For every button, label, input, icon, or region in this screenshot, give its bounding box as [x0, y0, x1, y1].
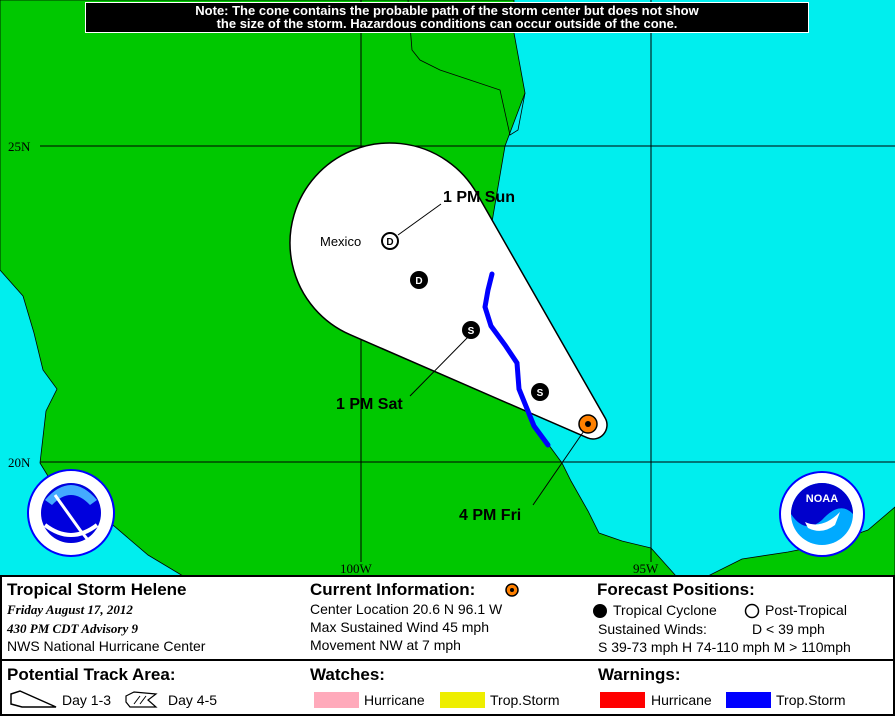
hurricane-watch-label: Hurricane: [364, 692, 425, 708]
hurricane-warning-swatch: [600, 692, 645, 708]
us-mexico-border: [407, 0, 526, 136]
tropical-cyclone-icon: [593, 604, 607, 618]
current-info-title: Current Information:: [310, 580, 476, 599]
warnings-title: Warnings:: [598, 665, 681, 684]
tropical-cyclone-label: Tropical Cyclone: [613, 602, 717, 618]
svg-text:S: S: [537, 388, 544, 399]
day1-3-cone-icon: [10, 690, 57, 708]
storm-cone-map: 25N 20N 100W 95W S S D D Mexico 1 PM Sun…: [0, 0, 895, 576]
advisory-date: Friday August 17, 2012: [7, 602, 133, 617]
hurricane-warning-label: Hurricane: [651, 692, 712, 708]
watches-title: Watches:: [310, 665, 385, 684]
forecast-cone: [289, 142, 608, 440]
issuing-center: NWS National Hurricane Center: [7, 638, 206, 654]
wind-scale-d: D < 39 mph: [752, 621, 825, 637]
svg-text:S: S: [468, 326, 475, 337]
trop-storm-warning-label: Trop.Storm: [776, 692, 846, 708]
point-label-1pm-sat: 1 PM Sat: [336, 396, 403, 413]
current-position-icon: [505, 583, 519, 597]
lat-label-20n: 20N: [8, 455, 31, 470]
lon-label-95w: 95W: [633, 561, 659, 576]
note-line-1: Note: The cone contains the probable pat…: [195, 3, 699, 18]
noaa-logo: NOAA: [779, 471, 865, 557]
forecast-positions-title: Forecast Positions:: [597, 580, 755, 599]
divider: [2, 659, 893, 661]
max-sustained-wind: Max Sustained Wind 45 mph: [310, 619, 489, 635]
forecast-point-s: S: [531, 383, 549, 401]
forecast-point-s: S: [462, 321, 480, 339]
wind-scale-shm: S 39-73 mph H 74-110 mph M > 110mph: [598, 639, 851, 655]
forecast-point-post-tropical-d: D: [381, 232, 399, 250]
place-label-mexico: Mexico: [320, 234, 361, 249]
nws-logo: [27, 469, 115, 557]
sustained-winds-label: Sustained Winds:: [598, 621, 707, 637]
day4-5-label: Day 4-5: [168, 692, 218, 708]
note-line-2: the size of the storm. Hazardous conditi…: [216, 16, 678, 31]
lat-label-25n: 25N: [8, 139, 31, 154]
trop-storm-watch-label: Trop.Storm: [490, 692, 560, 708]
day1-3-label: Day 1-3: [62, 692, 112, 708]
day4-5-cone-icon: [125, 691, 158, 708]
point-label-1pm-sun: 1 PM Sun: [443, 189, 515, 206]
trop-storm-watch-swatch: [440, 692, 485, 708]
legend-panel: Tropical Storm Helene Friday August 17, …: [0, 575, 895, 716]
tropical-storm-warning-coast: [482, 271, 551, 448]
post-tropical-icon: [744, 603, 760, 619]
advisory-number: 430 PM CDT Advisory 9: [7, 621, 138, 636]
trop-storm-warning-swatch: [726, 692, 771, 708]
movement: Movement NW at 7 mph: [310, 637, 461, 653]
svg-text:D: D: [386, 237, 393, 248]
label-leaders: [397, 203, 587, 506]
cone-disclaimer-note: Note: The cone contains the probable pat…: [85, 2, 809, 33]
track-area-title: Potential Track Area:: [7, 665, 176, 684]
lon-label-100w: 100W: [340, 561, 373, 576]
svg-text:NOAA: NOAA: [806, 493, 838, 505]
post-tropical-label: Post-Tropical: [765, 602, 847, 618]
svg-text:D: D: [415, 276, 422, 287]
forecast-point-d: D: [410, 271, 428, 289]
point-label-4pm-fri: 4 PM Fri: [459, 507, 521, 524]
hurricane-watch-swatch: [314, 692, 359, 708]
current-position-marker: [578, 414, 598, 434]
storm-title: Tropical Storm Helene: [7, 580, 187, 599]
center-location: Center Location 20.6 N 96.1 W: [310, 601, 503, 617]
